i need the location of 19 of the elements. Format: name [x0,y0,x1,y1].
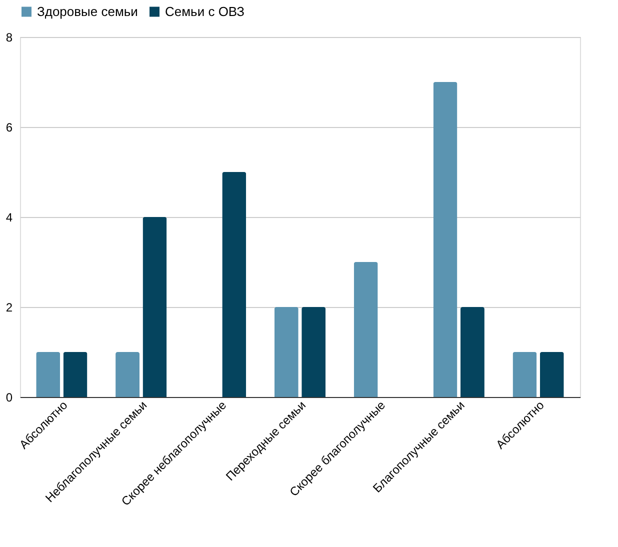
y-tick-label: 6 [6,120,13,134]
bar [433,82,458,397]
legend-label: Семьи с ОВЗ [165,4,245,19]
bar [36,352,60,397]
bar [512,352,537,397]
y-tick-label: 4 [6,210,13,224]
bar [540,352,564,397]
y-tick-label: 2 [6,300,13,314]
y-tick-label: 8 [6,30,13,44]
bar [354,262,378,397]
bar [142,217,167,397]
legend-label: Здоровые семьи [37,4,138,19]
bar [302,307,326,397]
bar [460,307,484,397]
bar [63,352,88,397]
y-tick-label: 0 [6,390,13,404]
bar [274,307,298,397]
bar [222,172,246,397]
bar [116,352,140,397]
